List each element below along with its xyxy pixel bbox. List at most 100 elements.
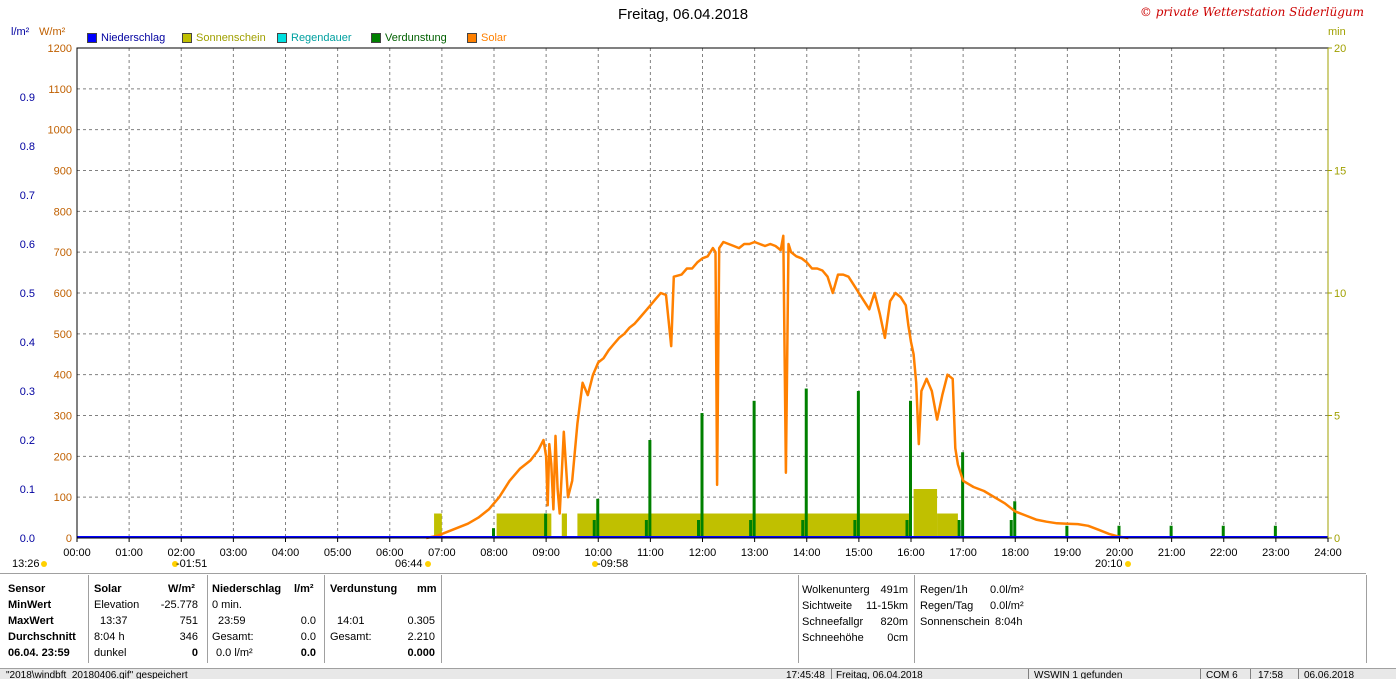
legend-item-verdunstung: Verdunstung: [371, 31, 447, 45]
solar-line: [425, 234, 1129, 540]
x-tick-label: 04:00: [272, 547, 300, 559]
sun-axis-tick-label: 10: [1334, 288, 1346, 300]
sunshine-bar: [561, 513, 567, 538]
solar-axis-tick-label: 400: [54, 370, 72, 382]
x-tick-label: 13:00: [741, 547, 769, 559]
status-separator: [1028, 669, 1029, 679]
chart-area: 00:00 01:00 02:00 03:00 04:00 05:00 06:00 07:00…: [20, 43, 1347, 567]
legend-label-regendauer: Regendauer: [291, 32, 352, 44]
sun-axis-tick-label: 20: [1334, 43, 1346, 55]
visibility-value: 11-15km: [866, 600, 908, 612]
solar-r3-value: 346: [179, 631, 198, 643]
x-tick-label: 05:00: [324, 547, 352, 559]
sensor-min-label: MinWert: [8, 599, 52, 611]
status-bar: "2018\windbft_20180406.gif" gespeichert …: [0, 668, 1396, 679]
time-marker-dot: [172, 561, 178, 567]
evaporation-bar: [700, 413, 704, 538]
niederschlag-r3-label: Gesamt:: [212, 631, 254, 643]
solar-r3-label: 8:04 h: [94, 631, 125, 643]
legend-swatch-verdunstung: [371, 33, 381, 43]
legend-swatch-solar: [467, 33, 477, 43]
x-tick-label: 15:00: [845, 547, 873, 559]
x-tick-label: 16:00: [897, 547, 925, 559]
sun-axis-tick-label: 15: [1334, 166, 1346, 178]
evaporation-bars: [492, 388, 1277, 538]
verdunstung-r3-label: Gesamt:: [330, 631, 372, 643]
evaporation-bar: [592, 520, 596, 538]
snow-depth-label: Schneehöhe: [802, 632, 864, 644]
evaporation-bar: [596, 498, 600, 538]
legend-swatch-regendauer: [277, 33, 287, 43]
x-tick-label: 19:00: [1054, 547, 1082, 559]
evaporation-bar: [1273, 525, 1277, 538]
precip-axis-tick-label: 0.2: [20, 435, 35, 447]
evaporation-bar: [544, 513, 548, 538]
status-date: Freitag, 06.04.2018: [836, 670, 923, 679]
rain-day-label: Regen/Tag: [920, 600, 974, 612]
x-tick-label: 24:00: [1314, 547, 1342, 559]
evaporation-bar: [801, 520, 805, 538]
table-separator: [914, 575, 915, 663]
solar-r4-label: dunkel: [94, 647, 127, 659]
chart-title: Freitag, 06.04.2018: [617, 6, 749, 23]
evaporation-bar: [957, 520, 961, 538]
marker-max-time: -09:58: [597, 558, 629, 570]
x-tick-label: 02:00: [167, 547, 195, 559]
precip-axis-tick-label: 0.0: [20, 533, 35, 545]
sun-axis-tick-label: 5: [1334, 411, 1340, 423]
copyright-label: © private Wetterstation Süderlügum: [1139, 5, 1364, 19]
sunshine-bar: [496, 513, 552, 538]
status-com: COM 6: [1206, 670, 1238, 679]
niederschlag-r2-label: 23:59: [218, 615, 246, 627]
status-separator: [831, 669, 832, 679]
x-tick-label: 09:00: [532, 547, 560, 559]
niederschlag-r4-label: 0.0 l/m²: [216, 647, 253, 659]
verdunstung-header: Verdunstung: [330, 583, 398, 595]
marker-sunrise: 06:44: [395, 558, 423, 570]
solar-r2-value: 751: [179, 615, 198, 627]
table-top-border: [0, 573, 1366, 574]
table-separator: [1366, 575, 1367, 663]
sunshine-label: Sonnenschein: [920, 616, 990, 628]
marker-min-time: -01:51: [176, 558, 208, 570]
niederschlag-r1-label: 0 min.: [212, 599, 242, 611]
solar-axis-tick-label: 900: [54, 166, 72, 178]
solar-axis-tick-label: 500: [54, 329, 72, 341]
status-file: "2018\windbft_20180406.gif" gespeichert: [6, 670, 188, 679]
legend-item-niederschlag: Niederschlag: [87, 31, 165, 45]
solar-axis-tick-label: 700: [54, 247, 72, 259]
sensor-date-label: 06.04. 23:59: [8, 647, 70, 659]
niederschlag-r2-value: 0.0: [300, 615, 316, 627]
evaporation-bar: [644, 520, 648, 538]
x-tick-label: 03:00: [220, 547, 248, 559]
sensor-header: Sensor: [8, 583, 46, 595]
evaporation-bar: [1065, 525, 1069, 538]
legend-item-solar: Solar: [467, 31, 507, 45]
time-marker-dot: [1125, 561, 1131, 567]
table-separator: [441, 575, 442, 663]
solar-axis-tick-label: 1200: [48, 43, 72, 55]
sunshine-value: 8:04h: [995, 616, 1023, 628]
snowline-label: Schneefallgr: [802, 616, 864, 628]
precip-axis-tick-label: 0.4: [20, 337, 35, 349]
legend-label-niederschlag: Niederschlag: [101, 32, 166, 44]
rain-hour-value: 0.0l/m²: [990, 584, 1024, 596]
legend-item-sonnenschein: Sonnenschein: [182, 31, 266, 45]
tick-labels: 00:00 01:00 02:00 03:00 04:00 05:00 06:00 07:00…: [20, 43, 1347, 559]
plot-frame: [76, 47, 1332, 542]
evaporation-bar: [1013, 501, 1017, 538]
legend-label-sonnenschein: Sonnenschein: [196, 32, 266, 44]
niederschlag-unit: l/m²: [294, 583, 314, 595]
status-time: 17:45:48: [786, 670, 825, 679]
x-tick-label: 01:00: [115, 547, 143, 559]
x-tick-label: 20:00: [1106, 547, 1134, 559]
table-separator: [324, 575, 325, 663]
x-tick-label: 07:00: [428, 547, 456, 559]
x-tick-label: 22:00: [1210, 547, 1238, 559]
status-separator: [1298, 669, 1299, 679]
evaporation-bar: [853, 520, 857, 538]
x-tick-label: 23:00: [1262, 547, 1290, 559]
x-tick-label: 21:00: [1158, 547, 1186, 559]
sunshine-bar: [937, 513, 958, 538]
rain-day-value: 0.0l/m²: [990, 600, 1024, 612]
